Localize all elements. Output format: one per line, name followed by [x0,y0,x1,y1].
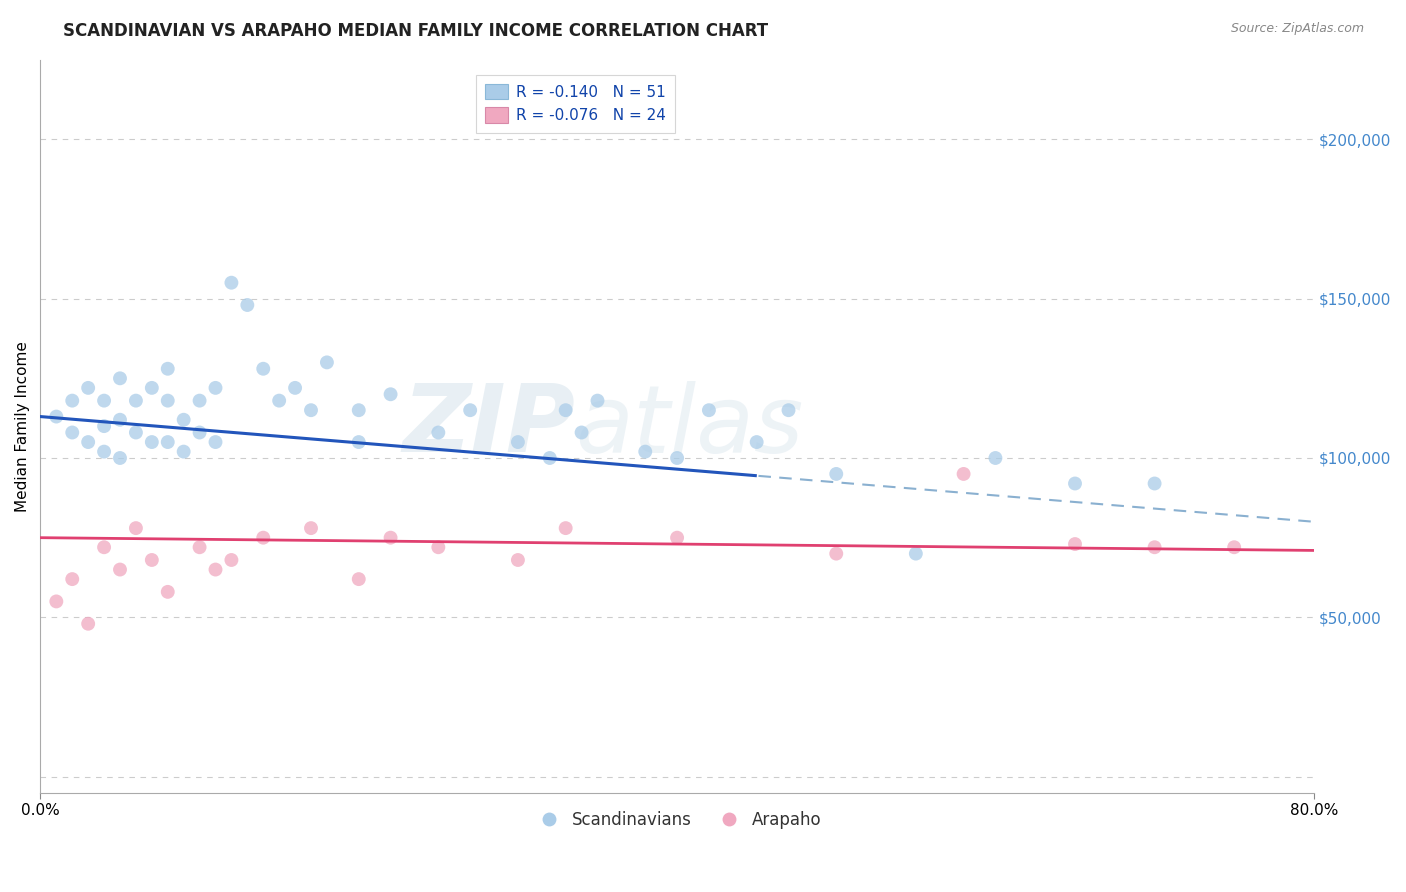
Point [571,425,593,440]
Point [745,435,768,450]
Point [1064,476,1087,491]
Point [316,355,339,369]
Point [173,413,195,427]
Point [173,444,195,458]
Point [204,435,226,450]
Point [93,540,115,554]
Point [347,403,370,417]
Legend: Scandinavians, Arapaho: Scandinavians, Arapaho [526,805,828,836]
Point [697,403,720,417]
Point [77,381,100,395]
Point [141,435,163,450]
Text: SCANDINAVIAN VS ARAPAHO MEDIAN FAMILY INCOME CORRELATION CHART: SCANDINAVIAN VS ARAPAHO MEDIAN FAMILY IN… [63,22,769,40]
Point [204,381,226,395]
Point [284,381,307,395]
Point [269,393,291,408]
Point [825,547,848,561]
Point [221,553,243,567]
Point [125,521,148,535]
Point [125,393,148,408]
Point [204,563,226,577]
Point [93,419,115,434]
Point [156,435,179,450]
Point [458,403,481,417]
Point [778,403,800,417]
Point [108,450,131,465]
Point [60,572,83,586]
Point [93,393,115,408]
Point [156,585,179,599]
Point [427,540,450,554]
Point [506,553,529,567]
Point [60,425,83,440]
Point [60,393,83,408]
Point [1143,476,1166,491]
Point [299,403,322,417]
Point [108,413,131,427]
Point [108,563,131,577]
Point [188,393,211,408]
Point [236,298,259,312]
Text: ZIP: ZIP [402,380,575,472]
Point [825,467,848,481]
Point [252,531,274,545]
Point [347,572,370,586]
Point [156,361,179,376]
Point [952,467,974,481]
Point [45,409,67,424]
Point [538,450,561,465]
Point [77,435,100,450]
Point [1143,540,1166,554]
Text: Source: ZipAtlas.com: Source: ZipAtlas.com [1230,22,1364,36]
Point [299,521,322,535]
Point [380,531,402,545]
Point [666,531,689,545]
Point [554,403,576,417]
Point [221,276,243,290]
Point [666,450,689,465]
Point [634,444,657,458]
Point [252,361,274,376]
Point [506,435,529,450]
Point [156,393,179,408]
Y-axis label: Median Family Income: Median Family Income [15,341,30,512]
Point [188,425,211,440]
Point [77,616,100,631]
Point [427,425,450,440]
Point [141,553,163,567]
Point [380,387,402,401]
Point [554,521,576,535]
Point [984,450,1007,465]
Point [347,435,370,450]
Point [93,444,115,458]
Point [45,594,67,608]
Point [586,393,609,408]
Point [108,371,131,385]
Point [141,381,163,395]
Point [1064,537,1087,551]
Point [188,540,211,554]
Text: atlas: atlas [575,381,803,472]
Point [904,547,927,561]
Point [125,425,148,440]
Point [1223,540,1246,554]
